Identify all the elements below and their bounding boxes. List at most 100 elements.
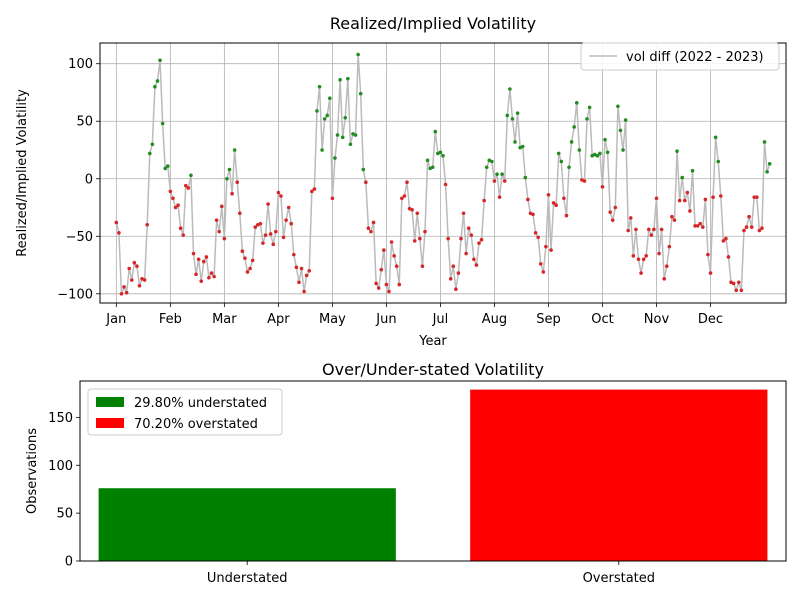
vol-diff-point xyxy=(266,202,270,206)
vol-diff-point xyxy=(410,208,414,212)
vol-diff-point xyxy=(394,264,399,268)
vol-diff-point xyxy=(531,212,535,217)
vol-diff-point xyxy=(358,91,363,96)
vol-diff-point xyxy=(623,118,628,122)
vol-diff-point xyxy=(695,224,700,228)
vol-diff-point xyxy=(546,193,551,197)
vol-diff-point xyxy=(490,159,494,164)
vol-diff-point xyxy=(122,285,126,289)
vol-diff-point xyxy=(587,105,592,110)
vol-diff-point xyxy=(379,267,384,272)
vol-diff-point xyxy=(176,203,180,208)
vol-diff-point xyxy=(616,104,620,109)
vol-diff-point xyxy=(451,264,456,268)
vol-diff-point xyxy=(279,194,283,198)
top-x-tick-label: Mar xyxy=(212,312,237,327)
vol-diff-point xyxy=(392,254,396,258)
vol-diff-point xyxy=(554,203,558,208)
vol-diff-point xyxy=(235,180,240,184)
vol-diff-point xyxy=(700,225,705,229)
vol-diff-point xyxy=(672,218,677,222)
bottom-chart-title: Over/Under-stated Volatility xyxy=(322,360,544,379)
top-x-tick-label: May xyxy=(319,312,346,327)
vol-diff-point xyxy=(443,182,448,187)
vol-diff-point xyxy=(361,167,366,172)
vol-diff-point xyxy=(400,196,404,201)
vol-diff-point xyxy=(726,255,731,259)
vol-diff-point xyxy=(469,233,474,237)
vol-diff-point xyxy=(248,266,252,271)
vol-diff-point xyxy=(719,194,723,198)
top-grid xyxy=(100,43,786,303)
vol-diff-point xyxy=(160,121,165,126)
vol-diff-point xyxy=(330,196,335,201)
vol-diff-point xyxy=(747,214,751,219)
bottom-y-tick-label: 0 xyxy=(65,555,73,570)
vol-diff-point xyxy=(551,201,556,205)
vol-diff-point xyxy=(585,117,589,121)
vol-diff-point xyxy=(626,228,630,233)
vol-diff-point xyxy=(274,229,278,234)
vol-diff-point xyxy=(472,257,476,262)
vol-diff-point xyxy=(572,125,576,129)
vol-diff-point xyxy=(562,196,566,201)
vol-diff-point xyxy=(698,221,703,226)
vol-diff-point xyxy=(757,228,762,233)
vol-diff-point xyxy=(261,241,265,245)
legend-swatch-overstated xyxy=(96,418,124,428)
vol-diff-point xyxy=(209,271,214,275)
vol-diff-point xyxy=(402,194,407,198)
top-legend-box xyxy=(580,42,780,71)
top-y-tick-label: 100 xyxy=(68,57,93,72)
top-x-tick-label: Jan xyxy=(105,312,126,327)
vol-diff-point xyxy=(526,197,530,202)
top-chart: Realized/Implied Volatility Jan Feb Mar Apr… xyxy=(15,14,787,349)
top-y-tick-label: 50 xyxy=(76,115,93,130)
vol-diff-point xyxy=(466,226,471,231)
vol-diff-point xyxy=(636,257,641,262)
top-x-tick-label: Apr xyxy=(267,312,290,327)
vol-diff-point xyxy=(204,255,209,259)
vol-diff-point xyxy=(731,281,736,286)
vol-diff-point xyxy=(135,264,139,268)
vol-diff-point xyxy=(670,214,674,219)
vol-diff-point xyxy=(479,237,484,242)
vol-diff-point xyxy=(760,226,764,231)
vol-diff-point xyxy=(664,264,669,268)
bottom-y-tick-label: 150 xyxy=(48,411,73,426)
vol-diff-point xyxy=(549,248,553,252)
top-y-axis-label: Realized/Implied Volatility xyxy=(15,89,30,257)
vol-diff-point xyxy=(212,274,216,279)
vol-diff-point xyxy=(418,236,422,241)
bar-understated xyxy=(98,488,396,561)
top-y-ticks: −100 −50 0 50 100 xyxy=(57,57,100,302)
vol-diff-point xyxy=(415,211,420,216)
top-chart-title: Realized/Implied Volatility xyxy=(330,14,536,33)
vol-diff-point xyxy=(232,148,237,152)
vol-diff-point xyxy=(374,281,378,286)
vol-diff-point xyxy=(688,209,692,213)
vol-diff-point xyxy=(652,227,656,232)
vol-diff-point xyxy=(706,252,710,257)
bottom-y-tick-label: 100 xyxy=(48,459,73,474)
vol-diff-point xyxy=(196,257,201,262)
vol-diff-point xyxy=(495,172,499,176)
vol-diff-point xyxy=(610,218,615,222)
vol-diff-point xyxy=(227,167,232,172)
top-y-tick-label: −50 xyxy=(66,230,93,245)
vol-diff-point xyxy=(171,196,175,201)
vol-diff-point xyxy=(320,148,324,152)
vol-diff-point xyxy=(284,218,288,222)
vol-diff-point xyxy=(150,142,155,147)
top-x-tick-label: Sep xyxy=(536,312,561,327)
vol-diff-point xyxy=(446,236,450,241)
top-x-tick-label: Dec xyxy=(698,312,723,327)
vol-diff-point xyxy=(556,151,561,156)
vol-diff-point xyxy=(461,211,466,216)
vol-diff-point xyxy=(544,244,548,249)
vol-diff-point xyxy=(508,87,512,91)
vol-diff-point xyxy=(737,280,741,285)
vol-diff-point xyxy=(286,205,291,210)
vol-diff-point xyxy=(276,190,281,195)
vol-diff-point xyxy=(317,84,322,89)
